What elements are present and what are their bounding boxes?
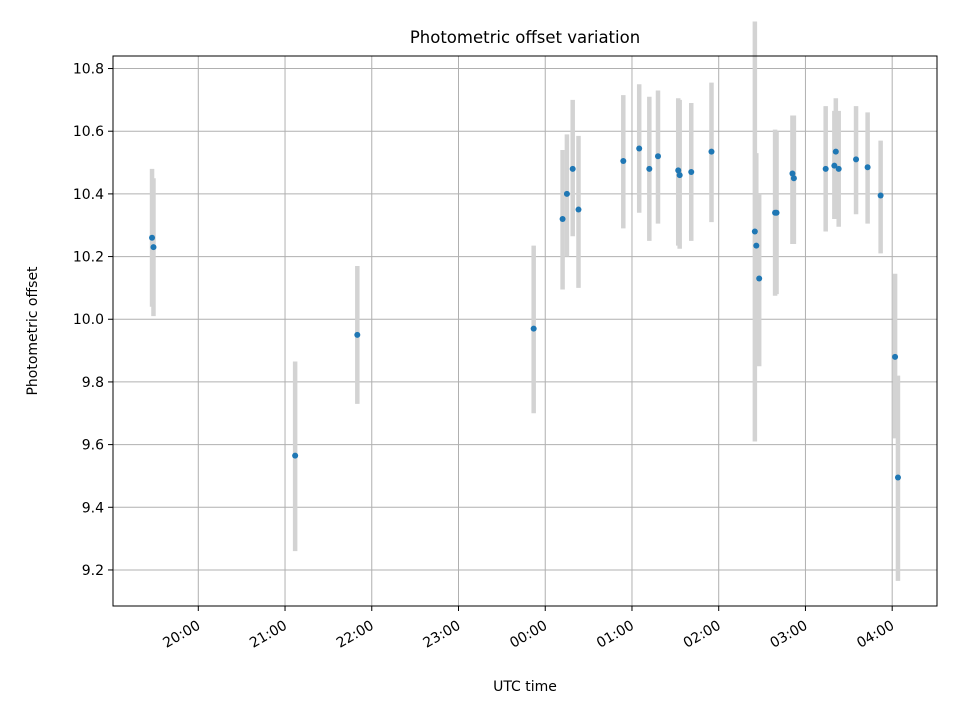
data-point <box>708 148 715 155</box>
data-point <box>835 165 842 172</box>
data-point <box>853 156 860 163</box>
data-point <box>756 275 763 282</box>
y-tick-label: 9.8 <box>82 375 104 391</box>
y-tick-label: 9.4 <box>82 500 104 516</box>
data-point <box>789 170 796 177</box>
y-tick-label: 10.2 <box>73 250 104 266</box>
data-point <box>894 474 901 481</box>
data-point <box>530 325 537 332</box>
data-point <box>620 157 627 164</box>
data-point <box>864 164 871 171</box>
y-tick-label: 10.8 <box>73 62 104 78</box>
data-point <box>575 206 582 213</box>
y-tick-label: 10.4 <box>73 187 104 203</box>
data-point <box>675 167 682 174</box>
data-point <box>688 168 695 175</box>
data-point <box>149 234 156 241</box>
data-point <box>150 244 157 251</box>
y-axis: 9.2 9.4 9.6 9.8 10.0 10.2 10.4 10.6 10.8 <box>73 62 113 579</box>
data-point <box>753 242 760 249</box>
data-point <box>831 162 838 169</box>
grid <box>113 56 937 606</box>
data-point <box>877 192 884 199</box>
data-point <box>832 148 839 155</box>
data-point <box>636 145 643 152</box>
data-point <box>559 215 566 222</box>
data-point <box>773 209 780 216</box>
y-tick-label: 10.6 <box>73 124 104 140</box>
data-point <box>354 331 361 338</box>
data-point <box>563 190 570 197</box>
data-point <box>292 452 299 459</box>
y-tick-label: 10.0 <box>73 312 104 328</box>
data-point <box>790 175 797 182</box>
y-tick-label: 9.2 <box>82 563 104 579</box>
data-point <box>676 172 683 179</box>
y-tick-label: 9.6 <box>82 438 104 454</box>
data-point <box>822 165 829 172</box>
x-axis-label: UTC time <box>493 679 557 695</box>
chart-title: Photometric offset variation <box>410 28 640 47</box>
data-point <box>569 165 576 172</box>
data-points <box>149 145 901 481</box>
y-axis-label: Photometric offset <box>25 266 41 396</box>
data-point <box>892 353 899 360</box>
data-point <box>654 153 661 160</box>
plot-area-frame <box>112 55 938 607</box>
data-point <box>751 228 758 235</box>
data-point <box>646 165 653 172</box>
